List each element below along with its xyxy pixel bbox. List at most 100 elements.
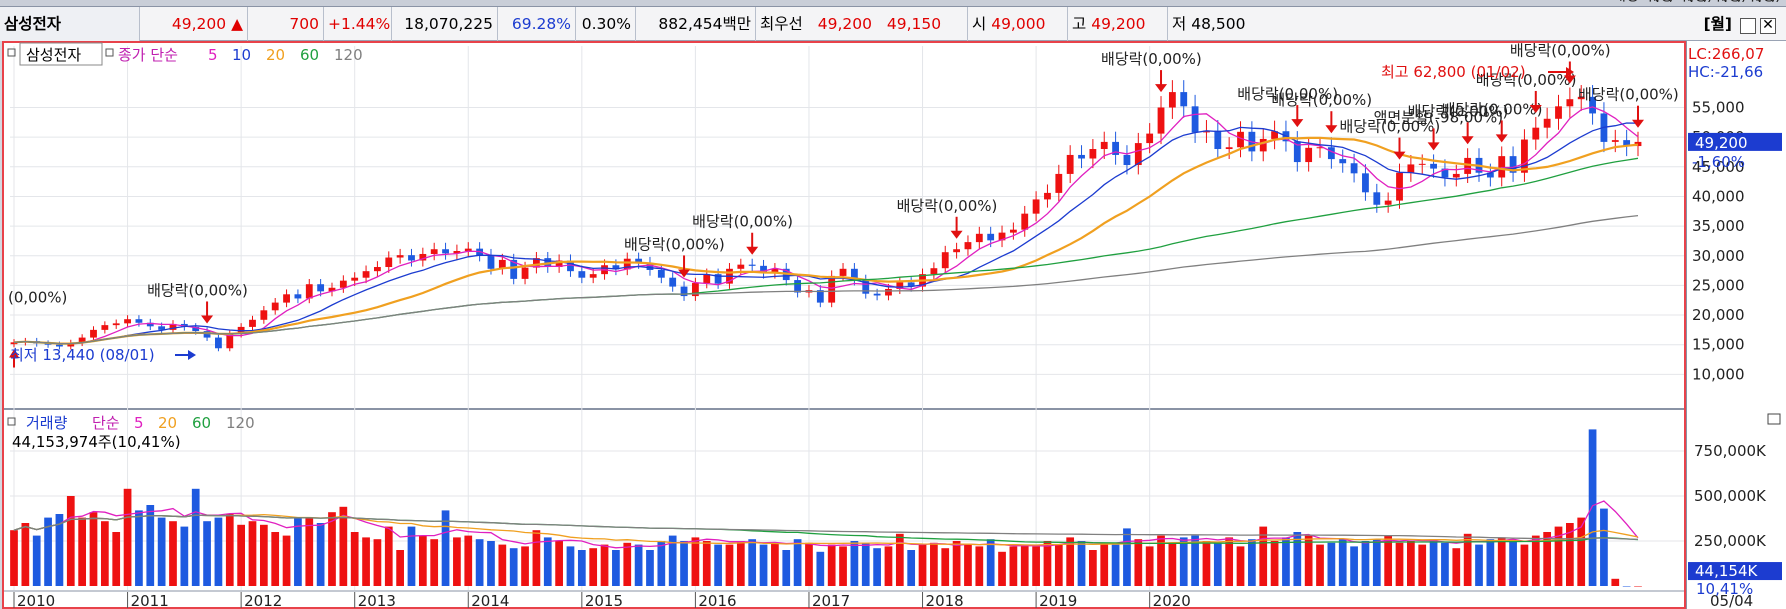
- candle-body: [612, 265, 620, 270]
- volume-bar: [884, 546, 893, 586]
- volume-bar: [612, 550, 620, 586]
- dividend-label: 배당락(0,00%): [1340, 118, 1441, 136]
- volume-bar: [895, 533, 904, 586]
- volume-bar: [736, 541, 745, 586]
- price-legend-name: 삼성전자: [26, 46, 81, 64]
- volume-bar: [1554, 526, 1563, 586]
- candle-body: [385, 257, 393, 268]
- hc-label: HC:-21,66: [1688, 63, 1763, 81]
- volume-bar: [1282, 537, 1290, 586]
- candle-body: [680, 286, 688, 297]
- candle-body: [135, 319, 143, 323]
- volume-bar: [782, 550, 791, 586]
- candle-body: [215, 337, 222, 349]
- candle-body: [317, 284, 325, 292]
- volume-bar: [1486, 539, 1495, 586]
- price-tick-label: 20,000: [1692, 306, 1745, 324]
- candle-body: [1100, 141, 1108, 150]
- volume-bar: [1565, 523, 1574, 586]
- candle-body: [1611, 140, 1619, 142]
- volume-legend-ma-5: 5: [134, 414, 144, 432]
- candle-body: [532, 258, 540, 268]
- stock-name[interactable]: 삼성전자: [0, 7, 140, 41]
- candle-body: [112, 323, 120, 326]
- candle-body: [1543, 118, 1551, 128]
- volume-bar: [1395, 542, 1404, 586]
- candle-body: [1521, 139, 1528, 173]
- high-price: 고 49,200: [1068, 7, 1168, 41]
- candle-body: [1203, 130, 1210, 133]
- dividend-arrowhead: [9, 349, 19, 358]
- volume-bar: [907, 550, 916, 586]
- volume-bar: [1622, 586, 1631, 587]
- volume-bar: [66, 496, 75, 586]
- volume-bar: [975, 546, 984, 586]
- candle-body: [691, 283, 699, 297]
- dividend-arrowhead: [1393, 151, 1406, 160]
- price-ma-10-line: [13, 122, 1639, 345]
- volume-bar: [1407, 541, 1415, 586]
- candle-body: [408, 255, 415, 261]
- volume-bar: [805, 542, 813, 586]
- candle-body: [794, 280, 802, 293]
- candle-body: [1146, 133, 1154, 144]
- volume-bar: [589, 548, 598, 586]
- dividend-label: 배당락(0,00%): [1748, 0, 1786, 4]
- volume-bar: [430, 539, 439, 586]
- time-tick-label: 2014: [471, 592, 509, 609]
- candle-body: [328, 287, 336, 292]
- candle-body: [896, 282, 904, 289]
- candle-body: [964, 242, 972, 250]
- dividend-label: 배당락(0,00%): [1646, 0, 1747, 4]
- volume-tick-label: 500,000K: [1694, 487, 1767, 505]
- candle-body: [873, 293, 881, 296]
- volume-bar: [623, 542, 632, 586]
- candle-body: [1009, 229, 1017, 233]
- volume-bar: [1497, 537, 1506, 586]
- candle-body: [1577, 96, 1585, 100]
- candle-body: [907, 282, 915, 287]
- close-icon[interactable]: ✕: [1760, 18, 1776, 34]
- volume-bar: [203, 521, 211, 586]
- price-tick-label: 40,000: [1692, 187, 1745, 205]
- candle-body: [1555, 106, 1562, 119]
- candle-body: [1180, 92, 1188, 107]
- candle-body: [1259, 138, 1267, 152]
- dividend-arrowhead: [1632, 119, 1644, 128]
- candle-body: [226, 334, 234, 349]
- volume-bar: [89, 512, 98, 586]
- volume-bar: [135, 510, 143, 586]
- volume-bar: [793, 539, 802, 586]
- candle-body: [1350, 163, 1358, 174]
- best-quote-label: 최우선: [760, 15, 803, 33]
- volume-bar: [1111, 544, 1120, 586]
- dividend-arrowhead: [1155, 84, 1168, 93]
- lc-label: LC:266,07: [1688, 45, 1764, 63]
- candle-body: [1157, 107, 1165, 134]
- maximize-icon[interactable]: [1740, 18, 1756, 34]
- volume-bar: [1145, 546, 1154, 586]
- dividend-arrowhead: [678, 269, 691, 278]
- candle-body: [351, 277, 359, 281]
- candle-body: [567, 260, 574, 272]
- dividend-label: 배당락(0,00%): [1714, 0, 1786, 4]
- volume-bar: [1350, 546, 1358, 586]
- volume-bar: [930, 542, 938, 586]
- price-legend-ma-60: 60: [300, 46, 319, 64]
- volume-bar: [600, 544, 609, 586]
- volume-bar: [1531, 535, 1540, 586]
- volume-bar: [1202, 541, 1211, 586]
- volume-bar: [282, 535, 291, 586]
- volume-bar: [861, 542, 870, 586]
- volume-bar: [1520, 544, 1529, 586]
- candle-body: [271, 302, 279, 311]
- volume-bar: [271, 532, 280, 586]
- best-bid: 49,150: [886, 15, 942, 33]
- price-legend-type: 종가 단순: [118, 46, 178, 64]
- candle-body: [158, 326, 166, 330]
- candle-body: [260, 310, 268, 320]
- period-selector[interactable]: [월]: [1703, 15, 1732, 33]
- volume-bar: [646, 550, 654, 586]
- candle-body: [487, 255, 495, 269]
